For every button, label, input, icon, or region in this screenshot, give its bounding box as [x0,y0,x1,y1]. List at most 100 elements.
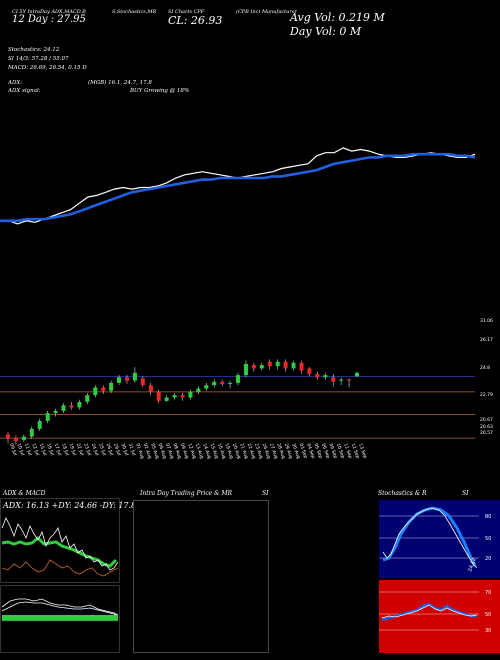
x-tick-label: 16 Aug [216,443,227,460]
candle-body [172,395,177,398]
x-tick-label: 24 Jul [90,443,100,457]
x-tick-label: 26 Aug [261,443,272,460]
rsi-white-line [381,604,478,619]
adx-orange-line [1,559,119,577]
header-title-part2: S,Stochastics,MR [112,9,157,15]
stoch-d-line [382,507,478,569]
x-tick-label: 09 Sep [327,443,338,460]
macd-histogram [2,615,118,621]
x-tick-label: 11 Jul [23,443,33,457]
stochastics-readout: Stochastics: 24.12 [8,47,60,53]
stoch-tick-50: 50 [485,536,491,542]
header-title-part3: SI Charts CPF [168,9,205,15]
candle-body [220,381,225,384]
stoch-title: Stochastics & R [378,490,427,497]
candle-body [244,363,248,376]
x-tick-label: 10 Sep [335,443,346,460]
x-tick-label: 13 Sep [357,443,368,460]
x-tick-label: 19 Jul [68,443,78,457]
adx-macd-title: ADX & MACD [3,490,46,497]
avg-vol: Avg Vol: 0.219 M [290,11,385,24]
x-tick-label: 05 Sep [313,443,324,460]
adx-values: (MGB) 16.1, 24.7, 17.8 [88,80,152,86]
candle-body [291,362,296,369]
candle-body [259,365,264,369]
candle-body [45,413,50,421]
x-tick-label: 12 Jul [30,443,40,457]
candle-body [228,382,233,384]
candle-body [251,365,256,369]
adx-green-line [1,535,118,568]
x-tick-label: 13 Aug [194,443,205,460]
candle-body [109,382,114,391]
candle-body [355,372,359,377]
stoch-tick-80: 80 [485,514,491,520]
candle-body [101,387,106,391]
candle-body [6,434,10,439]
si-readout: SI 14/3: 57.28 / 55.07 [8,56,69,62]
candle-body [315,374,320,378]
candle-body [204,385,209,389]
candle-body [307,368,312,374]
y-tick-label: 22.79 [480,392,493,398]
x-tick-label: 30 Aug [290,443,301,460]
candle-body [212,381,217,386]
y-tick-label: 20.57 [480,430,493,436]
x-tick-label: 12 Sep [350,443,361,460]
candle-body [69,405,74,408]
x-tick-label: 21 Aug [238,443,249,460]
candle-body [267,361,272,367]
candle-body [37,421,42,429]
rsi-tick-mid: 50 [485,612,491,618]
header-12day: 12 Day : 27.95 [12,14,86,25]
rsi-tick-low: 30 [485,628,491,634]
candle-body [196,388,201,392]
x-tick-label: 31 Jul [127,443,137,457]
x-tick-label: 22 Jul [75,443,85,457]
candle-body [347,379,352,381]
rsi-panel: 70 50 30 [379,580,500,653]
ema-fast-line [0,147,476,225]
candle-body [117,377,121,383]
candle-body [125,377,129,381]
candle-body [156,391,161,401]
x-tick-label: 11 Sep [342,443,353,460]
x-tick-label: 26 Jul [105,443,115,457]
x-tick-label: 06 Aug [157,443,168,460]
candle-body [148,385,153,392]
y-tick-label: 20.63 [480,424,493,430]
rsi-tick-high: 70 [485,590,491,596]
candle-body [180,395,185,398]
candle-body [275,361,280,367]
macd-signal-line [1,601,119,617]
x-tick-label: 19 Aug [223,443,234,460]
x-tick-label: 30 Jul [120,443,130,457]
x-tick-label: 20 Aug [231,443,242,460]
candle-body [339,379,344,381]
candle-body [21,436,26,440]
adx-panel [0,498,120,583]
stoch-si: SI [462,490,469,497]
macd-readout: MACD: 26.69, 26.54, 0.15 D [8,65,87,71]
day-vol: Day Vol: 0 M [290,25,362,38]
candle-body [299,362,304,371]
candle-body [29,428,34,437]
adx-readout: ADX: 16.13 +DY: 24.66 -DY: 17.8 1 [3,501,144,510]
stochastics-panel: 80 50 20 24.12 [379,500,500,578]
intraday-title: Intra Day Trading Price & MR [140,490,233,497]
x-tick-label: 15 Aug [209,443,220,460]
candle-body [13,437,18,442]
candle-body [132,372,137,381]
macd-panel [0,585,120,653]
x-tick-label: 28 Aug [275,443,286,460]
candle-body [61,405,66,411]
candle-body [188,391,193,398]
x-tick-label: 17 Jul [53,443,63,457]
adx-label: ADX: [8,80,23,86]
candle-body [283,361,288,369]
ema-chart [0,147,476,225]
x-tick-label: 12 Aug [186,443,197,460]
x-tick-label: 25 Jul [97,443,107,457]
header-title-part1: CI 5Y IntraDay ADX,MACD,B [12,9,86,15]
